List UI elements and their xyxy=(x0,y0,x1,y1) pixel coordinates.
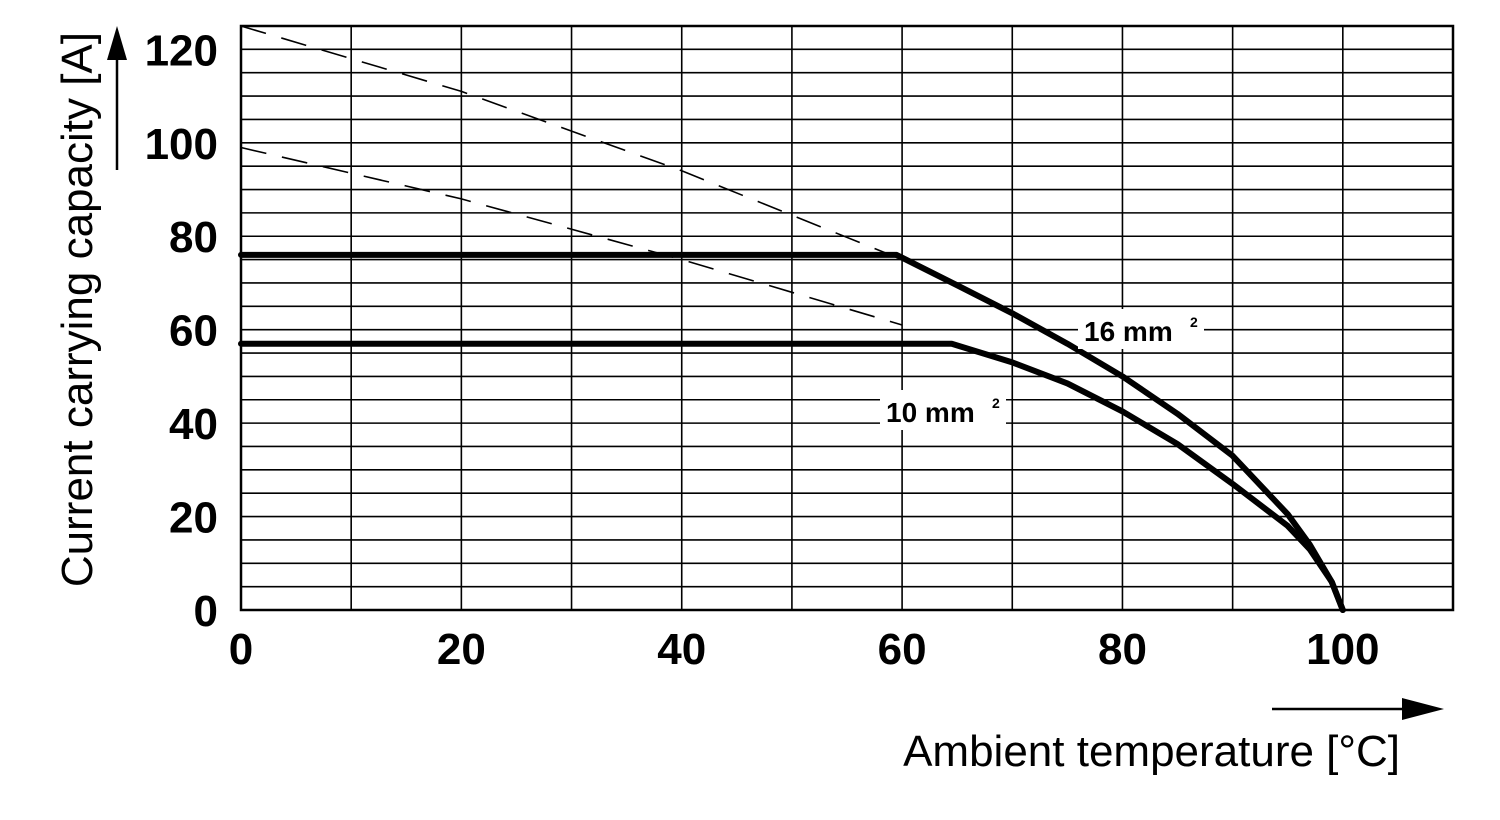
y-axis-arrow-head xyxy=(107,26,127,60)
series-line xyxy=(238,340,1346,613)
tick-labels: 0 20 40 60 80 100 0 20 40 60 80 100 120 xyxy=(145,26,1380,674)
series-label-bg xyxy=(1078,309,1204,349)
series-label-superscript: 2 xyxy=(1190,314,1198,330)
series-label-text: 16 mm xyxy=(1084,316,1173,347)
curves xyxy=(238,25,1346,613)
x-tick-label: 100 xyxy=(1306,625,1379,674)
y-tick-label: 80 xyxy=(169,213,218,262)
y-tick-label: 120 xyxy=(145,26,218,75)
y-axis-label: Current carrying capacity [A] xyxy=(53,32,102,587)
series-label-10mm: 10 mm 2 xyxy=(880,390,1006,430)
x-axis-arrow-head xyxy=(1402,698,1444,720)
plot-frame xyxy=(239,24,1455,612)
grid xyxy=(239,24,1455,612)
y-axis-title: Current carrying capacity [A] xyxy=(53,26,127,587)
series-label-bg xyxy=(880,390,1006,430)
x-axis-label: Ambient temperature [°C] xyxy=(903,727,1400,776)
x-tick-label: 0 xyxy=(229,625,253,674)
x-axis-title: Ambient temperature [°C] xyxy=(903,698,1444,776)
y-tick-label: 100 xyxy=(145,120,218,169)
y-tick-label: 40 xyxy=(169,400,218,449)
dashed-reference-line xyxy=(240,146,903,326)
x-tick-label: 60 xyxy=(878,625,927,674)
x-tick-label: 80 xyxy=(1098,625,1147,674)
series-label-text: 10 mm xyxy=(886,397,975,428)
x-tick-label: 20 xyxy=(437,625,486,674)
y-tick-label: 60 xyxy=(169,307,218,356)
series-label-superscript: 2 xyxy=(992,395,1000,411)
series-label-16mm: 16 mm 2 xyxy=(1078,309,1204,349)
x-tick-label: 40 xyxy=(657,625,706,674)
y-tick-label: 20 xyxy=(169,494,218,543)
dashed-reference-line xyxy=(240,25,903,261)
y-tick-label: 0 xyxy=(194,587,218,636)
